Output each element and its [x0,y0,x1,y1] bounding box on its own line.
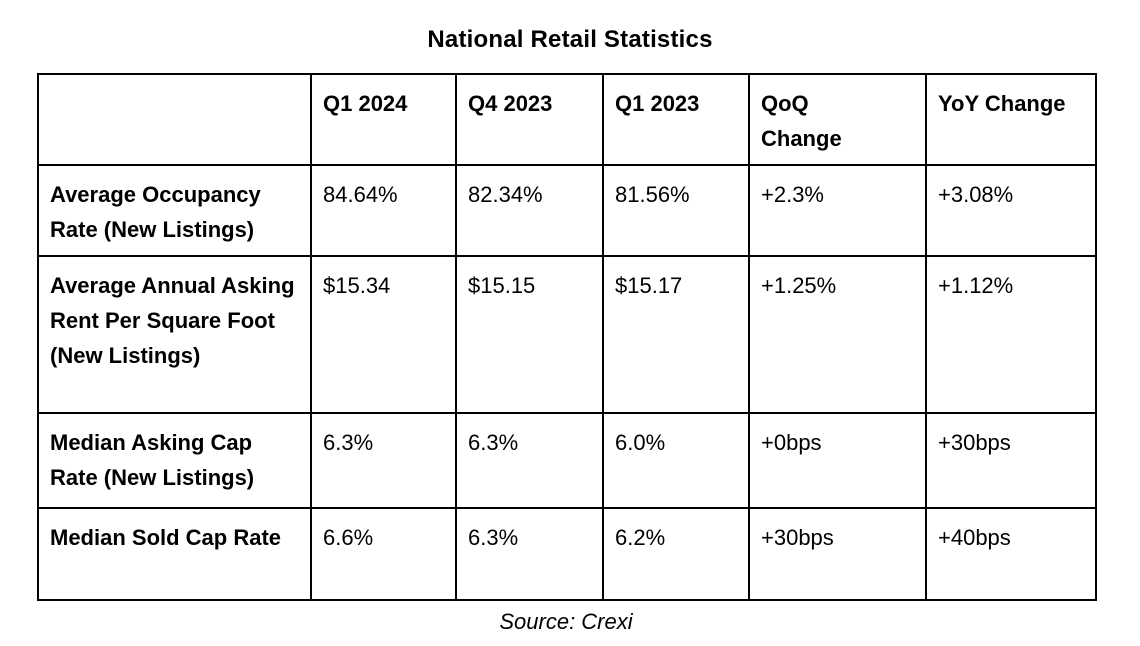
cell-asking-cap-q1-2024: 6.3% [310,412,457,509]
row-label-average-occupancy-rate: Average Occupancy Rate (New Listings) [37,164,312,257]
column-header-qoq-change: QoQ Change [748,73,927,166]
page-title: National Retail Statistics [427,26,713,53]
table-row-average-occupancy-rate: Average Occupancy Rate (New Listings) 84… [37,164,1097,257]
column-header-q1-2023: Q1 2023 [602,73,750,166]
column-header-q4-2023: Q4 2023 [455,73,604,166]
cell-rent-q1-2024: $15.34 [310,255,457,414]
cell-asking-cap-yoy-change: +30bps [925,412,1097,509]
cell-sold-cap-qoq-change: +30bps [748,507,927,601]
cell-asking-cap-q4-2023: 6.3% [455,412,604,509]
table-header-row: Q1 2024 Q4 2023 Q1 2023 QoQ Change YoY C… [37,73,1097,166]
row-label-median-sold-cap-rate: Median Sold Cap Rate [37,507,312,601]
table-row-average-asking-rent: Average Annual Asking Rent Per Square Fo… [37,255,1097,414]
cell-rent-q1-2023: $15.17 [602,255,750,414]
cell-sold-cap-q1-2023: 6.2% [602,507,750,601]
cell-rent-yoy-change: +1.12% [925,255,1097,414]
column-header-blank [37,73,312,166]
cell-asking-cap-qoq-change: +0bps [748,412,927,509]
column-header-yoy-change: YoY Change [925,73,1097,166]
cell-asking-cap-q1-2023: 6.0% [602,412,750,509]
cell-sold-cap-q4-2023: 6.3% [455,507,604,601]
column-header-qoq-change-label: QoQ Change [761,91,842,151]
cell-sold-cap-yoy-change: +40bps [925,507,1097,601]
cell-rent-qoq-change: +1.25% [748,255,927,414]
row-label-average-asking-rent: Average Annual Asking Rent Per Square Fo… [37,255,312,414]
cell-occupancy-q4-2023: 82.34% [455,164,604,257]
cell-sold-cap-q1-2024: 6.6% [310,507,457,601]
table-row-median-asking-cap-rate: Median Asking Cap Rate (New Listings) 6.… [37,412,1097,509]
row-label-median-asking-cap-rate: Median Asking Cap Rate (New Listings) [37,412,312,509]
cell-occupancy-yoy-change: +3.08% [925,164,1097,257]
cell-rent-q4-2023: $15.15 [455,255,604,414]
cell-occupancy-q1-2023: 81.56% [602,164,750,257]
cell-occupancy-qoq-change: +2.3% [748,164,927,257]
national-retail-statistics-table: Q1 2024 Q4 2023 Q1 2023 QoQ Change YoY C… [37,73,1097,601]
source-caption: Source: Crexi [499,609,633,634]
table-row-median-sold-cap-rate: Median Sold Cap Rate 6.6% 6.3% 6.2% +30b… [37,507,1097,601]
cell-occupancy-q1-2024: 84.64% [310,164,457,257]
column-header-q1-2024: Q1 2024 [310,73,457,166]
